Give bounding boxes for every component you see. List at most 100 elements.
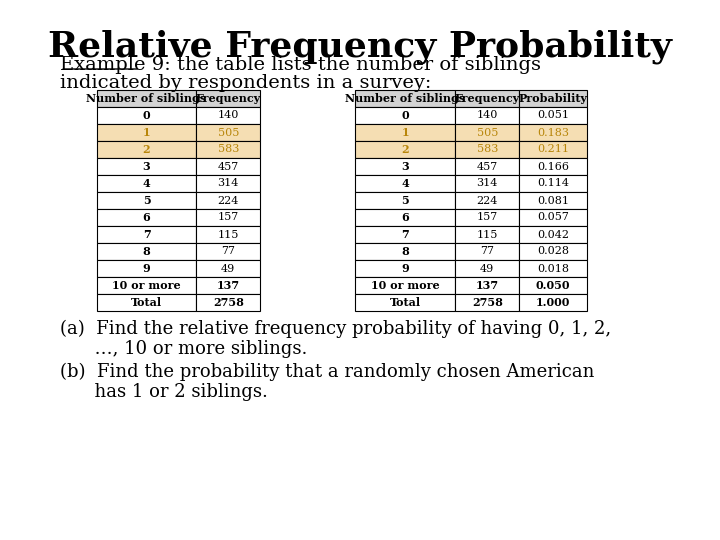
Text: 0.018: 0.018 bbox=[537, 264, 569, 273]
Text: 5: 5 bbox=[402, 195, 409, 206]
Text: 0.114: 0.114 bbox=[537, 179, 569, 188]
Text: 0: 0 bbox=[402, 110, 409, 121]
Text: 115: 115 bbox=[477, 230, 498, 240]
Text: 6: 6 bbox=[402, 212, 409, 223]
Text: 77: 77 bbox=[480, 246, 494, 256]
Bar bbox=[356, 277, 455, 294]
Bar bbox=[197, 294, 260, 311]
Bar bbox=[519, 192, 587, 209]
Bar bbox=[455, 107, 519, 124]
Bar bbox=[356, 294, 455, 311]
Text: 0.057: 0.057 bbox=[537, 213, 569, 222]
Text: indicated by respondents in a survey:: indicated by respondents in a survey: bbox=[60, 74, 431, 92]
Text: 5: 5 bbox=[143, 195, 150, 206]
Bar bbox=[455, 90, 519, 107]
Text: 583: 583 bbox=[217, 145, 239, 154]
Text: Frequency: Frequency bbox=[454, 93, 520, 104]
Bar bbox=[455, 294, 519, 311]
Bar bbox=[197, 141, 260, 158]
Bar bbox=[356, 158, 455, 175]
Text: 224: 224 bbox=[477, 195, 498, 206]
Bar bbox=[519, 141, 587, 158]
Text: 115: 115 bbox=[217, 230, 239, 240]
Bar bbox=[197, 260, 260, 277]
Text: has 1 or 2 siblings.: has 1 or 2 siblings. bbox=[60, 383, 268, 401]
Text: 6: 6 bbox=[143, 212, 150, 223]
Bar bbox=[356, 209, 455, 226]
Text: 1.000: 1.000 bbox=[536, 297, 570, 308]
Bar bbox=[356, 90, 455, 107]
Bar bbox=[197, 277, 260, 294]
Bar bbox=[356, 175, 455, 192]
Text: 0.028: 0.028 bbox=[537, 246, 569, 256]
Text: 137: 137 bbox=[217, 280, 240, 291]
Bar bbox=[455, 141, 519, 158]
Text: 1: 1 bbox=[143, 127, 150, 138]
Bar bbox=[519, 243, 587, 260]
Text: 9: 9 bbox=[143, 263, 150, 274]
Bar bbox=[96, 243, 197, 260]
Bar bbox=[356, 260, 455, 277]
Text: 3: 3 bbox=[402, 161, 409, 172]
Bar bbox=[197, 107, 260, 124]
Bar bbox=[96, 141, 197, 158]
Text: 157: 157 bbox=[477, 213, 498, 222]
Text: 0.211: 0.211 bbox=[537, 145, 569, 154]
Text: 49: 49 bbox=[221, 264, 235, 273]
Bar bbox=[519, 226, 587, 243]
Text: 457: 457 bbox=[477, 161, 498, 172]
Text: 8: 8 bbox=[402, 246, 409, 257]
Text: 1: 1 bbox=[402, 127, 409, 138]
Bar bbox=[96, 192, 197, 209]
Text: Total: Total bbox=[390, 297, 421, 308]
Text: …, 10 or more siblings.: …, 10 or more siblings. bbox=[60, 340, 307, 358]
Text: 7: 7 bbox=[402, 229, 409, 240]
Text: 2758: 2758 bbox=[213, 297, 243, 308]
Bar bbox=[519, 209, 587, 226]
Bar bbox=[455, 277, 519, 294]
Bar bbox=[96, 124, 197, 141]
Text: 314: 314 bbox=[217, 179, 239, 188]
Bar bbox=[96, 209, 197, 226]
Text: 157: 157 bbox=[217, 213, 239, 222]
Text: 2758: 2758 bbox=[472, 297, 503, 308]
Bar bbox=[96, 107, 197, 124]
Text: 77: 77 bbox=[221, 246, 235, 256]
Text: 314: 314 bbox=[477, 179, 498, 188]
Bar bbox=[455, 124, 519, 141]
Text: 8: 8 bbox=[143, 246, 150, 257]
Bar bbox=[197, 175, 260, 192]
Bar bbox=[197, 226, 260, 243]
Bar bbox=[455, 226, 519, 243]
Text: Number of siblings: Number of siblings bbox=[346, 93, 466, 104]
Bar bbox=[96, 158, 197, 175]
Bar bbox=[197, 209, 260, 226]
Text: 4: 4 bbox=[402, 178, 409, 189]
Text: Frequency: Frequency bbox=[196, 93, 261, 104]
Bar bbox=[519, 90, 587, 107]
Bar bbox=[519, 277, 587, 294]
Text: 10 or more: 10 or more bbox=[371, 280, 440, 291]
Text: 137: 137 bbox=[476, 280, 499, 291]
Text: Relative Frequency Probability: Relative Frequency Probability bbox=[48, 30, 672, 64]
Text: 0.166: 0.166 bbox=[537, 161, 569, 172]
Bar bbox=[96, 90, 197, 107]
Text: 10 or more: 10 or more bbox=[112, 280, 181, 291]
Text: Total: Total bbox=[131, 297, 162, 308]
Text: 4: 4 bbox=[143, 178, 150, 189]
Text: 0.081: 0.081 bbox=[537, 195, 569, 206]
Bar bbox=[455, 158, 519, 175]
Text: 2: 2 bbox=[143, 144, 150, 155]
Text: (a)  Find the relative frequency probability of having 0, 1, 2,: (a) Find the relative frequency probabil… bbox=[60, 320, 611, 338]
Text: 0.183: 0.183 bbox=[537, 127, 569, 138]
Text: 457: 457 bbox=[217, 161, 239, 172]
Bar bbox=[455, 192, 519, 209]
Bar bbox=[197, 124, 260, 141]
Bar bbox=[519, 294, 587, 311]
Bar bbox=[356, 124, 455, 141]
Bar bbox=[96, 294, 197, 311]
Bar bbox=[197, 192, 260, 209]
Bar bbox=[519, 107, 587, 124]
Text: 3: 3 bbox=[143, 161, 150, 172]
Bar bbox=[455, 260, 519, 277]
